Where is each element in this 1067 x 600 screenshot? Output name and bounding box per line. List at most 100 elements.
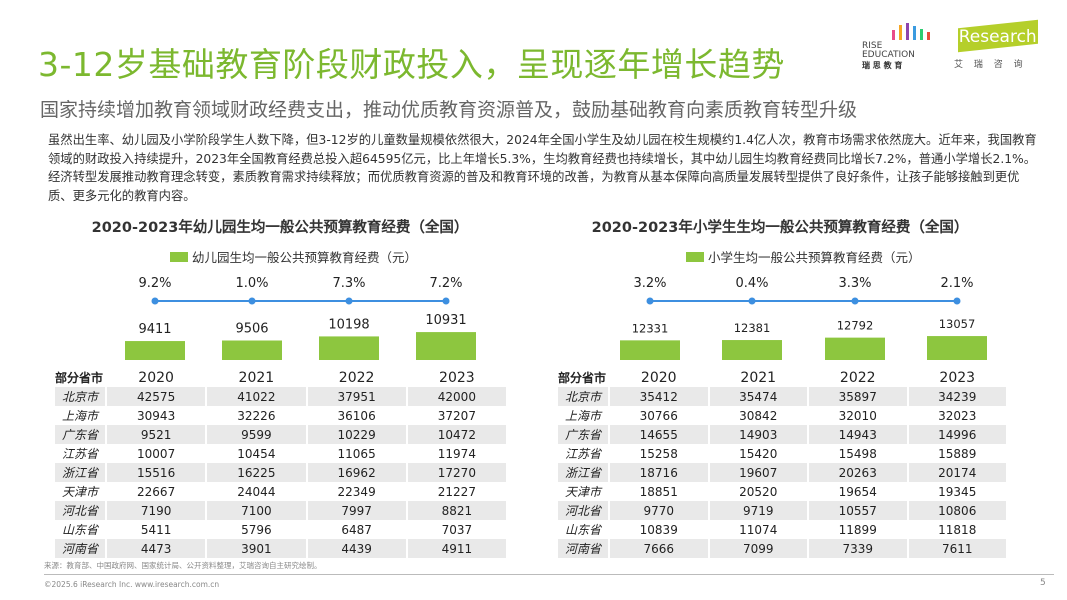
bar-value-label: 12331 xyxy=(632,321,669,335)
value-cell: 18851 xyxy=(639,484,678,499)
value-cell: 37207 xyxy=(437,408,476,423)
table-row: 江苏省 10007 10454 11065 11974 xyxy=(55,444,506,463)
value-cell: 15498 xyxy=(838,446,877,461)
value-cell: 7611 xyxy=(908,539,1006,558)
rise-logo-cn: 瑞 思 教 育 xyxy=(862,61,903,70)
value-cell: 32010 xyxy=(838,408,877,423)
value-cell: 34239 xyxy=(908,387,1006,406)
value-cell: 24044 xyxy=(237,484,276,499)
table-row: 上海市 30766 30842 32010 32023 xyxy=(558,406,1006,425)
value-cell: 30943 xyxy=(137,408,176,423)
value-cell: 15420 xyxy=(739,446,778,461)
value-cell: 10454 xyxy=(237,446,276,461)
bar-value-label: 12792 xyxy=(837,319,874,333)
value-cell: 14903 xyxy=(709,425,807,444)
table-row: 广东省 9521 9599 10229 10472 xyxy=(55,425,506,444)
rise-logo-text: RISE xyxy=(862,41,883,51)
value-cell: 4439 xyxy=(307,539,406,558)
value-cell: 15516 xyxy=(107,463,206,482)
value-cell: 3901 xyxy=(207,539,306,558)
province-cell: 浙江省 xyxy=(558,463,608,482)
legend-label: 幼儿园生均一般公共预算教育经费（元） xyxy=(192,250,418,265)
rise-education-logo: RISE EDUCATION 瑞 思 教 育 xyxy=(862,22,937,70)
value-cell: 9719 xyxy=(709,501,807,520)
province-cell: 上海市 xyxy=(61,409,98,423)
value-cell: 35412 xyxy=(610,387,708,406)
growth-label: 0.4% xyxy=(735,276,768,291)
page-number: 5 xyxy=(1040,578,1046,588)
value-cell: 15889 xyxy=(938,446,977,461)
value-cell: 7997 xyxy=(307,501,406,520)
table-row: 河北省 7190 7100 7997 8821 xyxy=(55,501,506,520)
value-cell: 10007 xyxy=(137,446,176,461)
value-cell: 16962 xyxy=(307,463,406,482)
column-header: 2020 xyxy=(138,369,174,386)
value-cell: 10229 xyxy=(307,425,406,444)
province-cell: 河南省 xyxy=(558,539,608,558)
value-cell: 14996 xyxy=(908,425,1006,444)
province-cell: 山东省 xyxy=(564,523,601,537)
chart-title-kindergarten: 2020-2023年幼儿园生均一般公共预算教育经费（全国） xyxy=(91,220,469,236)
value-cell: 20520 xyxy=(739,484,778,499)
bar xyxy=(825,337,885,360)
growth-point xyxy=(151,297,159,305)
value-cell: 10557 xyxy=(809,501,907,520)
value-cell: 9521 xyxy=(107,425,206,444)
value-cell: 11974 xyxy=(437,446,476,461)
value-cell: 10839 xyxy=(639,522,678,537)
table-row: 河南省 4473 3901 4439 4911 xyxy=(55,539,506,558)
chart-title-primary: 2020-2023年小学生生均一般公共预算教育经费（全国） xyxy=(591,220,969,236)
column-header: 部分省市 xyxy=(558,371,607,385)
province-cell: 北京市 xyxy=(558,387,608,406)
value-cell: 4473 xyxy=(107,539,206,558)
growth-label: 7.3% xyxy=(332,276,365,291)
bar-value-label: 13057 xyxy=(939,317,976,331)
page-title: 3-12岁基础教育阶段财政投入，呈现逐年增长趋势 xyxy=(38,45,785,84)
value-cell: 17270 xyxy=(407,463,506,482)
province-cell: 河南省 xyxy=(55,539,105,558)
province-cell: 天津市 xyxy=(61,485,98,499)
province-table-kindergarten: 部分省市 2020 2021 2022 2023 北京市 42575 41022 37951 42… xyxy=(53,368,508,558)
bar-value-label: 12381 xyxy=(734,321,771,335)
footer-divider xyxy=(44,574,1054,575)
value-cell: 14943 xyxy=(809,425,907,444)
value-cell: 14655 xyxy=(610,425,708,444)
rise-logo-text-2: EDUCATION xyxy=(862,50,915,60)
value-cell: 7037 xyxy=(441,522,473,537)
value-cell: 6487 xyxy=(341,522,372,537)
province-cell: 天津市 xyxy=(564,485,601,499)
value-cell: 11818 xyxy=(938,522,977,537)
value-cell: 7099 xyxy=(709,539,807,558)
value-cell: 18716 xyxy=(610,463,708,482)
value-cell: 37951 xyxy=(307,387,406,406)
value-cell: 11074 xyxy=(739,522,778,537)
value-cell: 9599 xyxy=(207,425,306,444)
value-cell: 7100 xyxy=(207,501,306,520)
intro-paragraph: 虽然出生率、幼儿园及小学阶段学生人数下降，但3-12岁的儿童数量规模依然很大，2… xyxy=(48,133,1037,203)
column-header: 2020 xyxy=(640,369,677,386)
value-cell: 35474 xyxy=(709,387,807,406)
bar xyxy=(620,340,680,360)
province-cell: 广东省 xyxy=(55,425,105,444)
province-cell: 江苏省 xyxy=(564,447,601,461)
bar-value-label: 9411 xyxy=(138,322,171,337)
value-cell: 35897 xyxy=(809,387,907,406)
column-header: 2022 xyxy=(338,369,375,386)
province-table-primary: 部分省市 2020 2021 2022 2023 北京市 35412 35474 35897 34… xyxy=(556,368,1008,558)
legend-swatch xyxy=(170,251,188,262)
province-cell: 广东省 xyxy=(558,425,608,444)
bar xyxy=(319,336,379,360)
legend-swatch xyxy=(686,251,704,262)
column-header: 部分省市 xyxy=(55,371,104,385)
province-cell: 河北省 xyxy=(558,501,608,520)
legend-label: 小学生均一般公共预算教育经费（元） xyxy=(708,250,921,265)
value-cell: 32226 xyxy=(237,408,276,423)
growth-label: 3.2% xyxy=(633,276,666,291)
table-row: 上海市 30943 32226 36106 37207 xyxy=(55,406,506,425)
copyright: ©2025.6 iResearch Inc. www.iresearch.com… xyxy=(44,580,220,589)
table-row: 天津市 18851 20520 19654 19345 xyxy=(558,482,1006,501)
value-cell: 20174 xyxy=(908,463,1006,482)
iresearch-logo: iResearch 艾 瑞 咨 询 xyxy=(950,19,1040,70)
table-row: 山东省 5411 5796 6487 7037 xyxy=(55,520,506,539)
table-header-row: 部分省市 2020 2021 2022 2023 xyxy=(558,368,1006,387)
